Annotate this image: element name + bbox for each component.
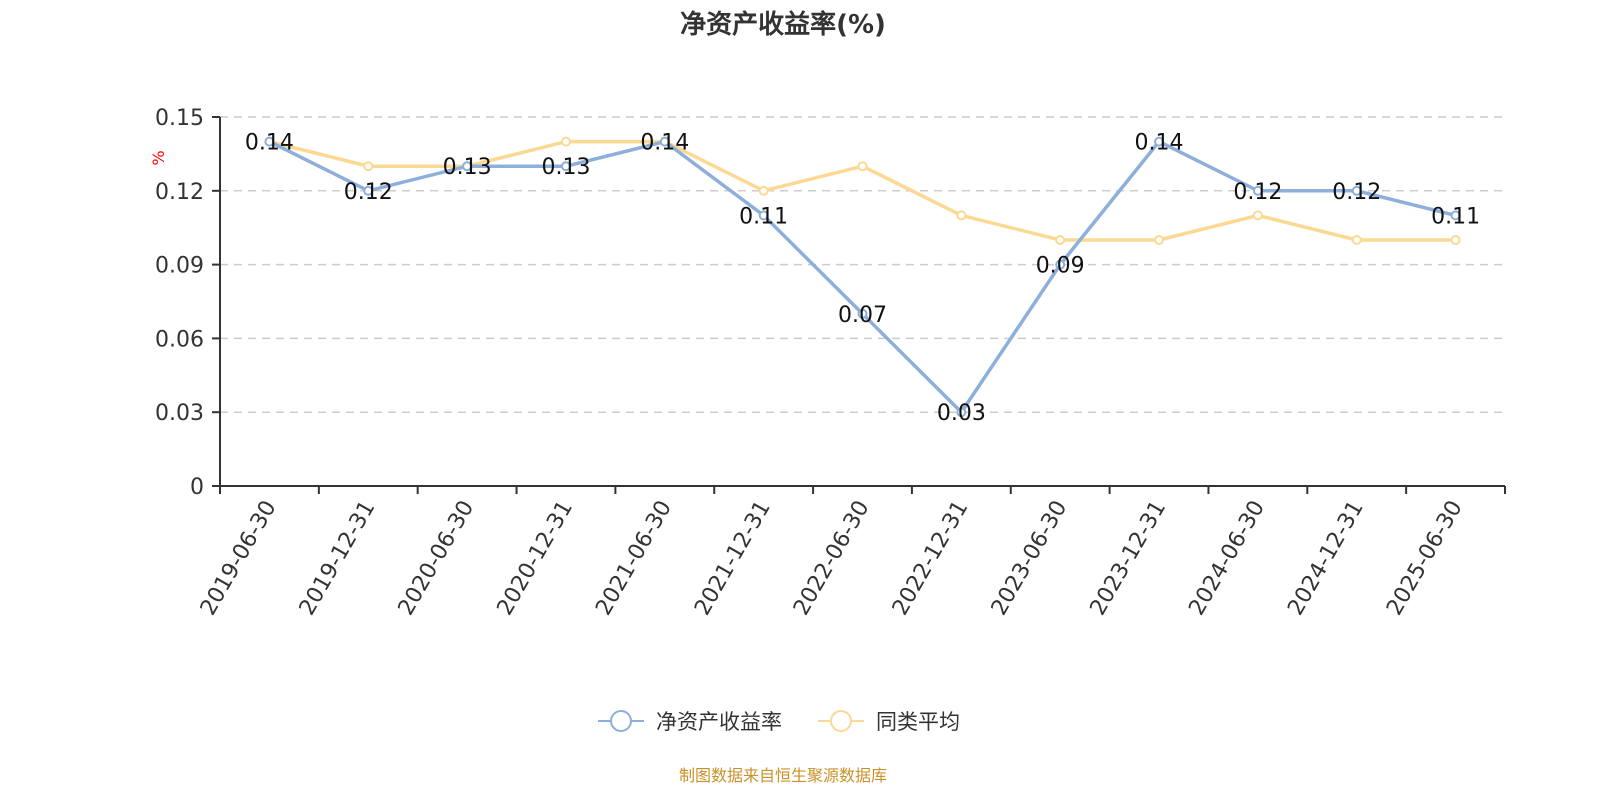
data-label: 0.07	[838, 303, 887, 328]
data-label: 0.11	[1431, 204, 1480, 229]
data-point	[1154, 136, 1165, 147]
data-label: 0.12	[344, 180, 393, 205]
data-label: 0.14	[640, 131, 689, 156]
source-footer: 制图数据来自恒生聚源数据库	[678, 766, 887, 785]
data-point	[857, 308, 868, 319]
data-label: 0.14	[245, 131, 294, 156]
x-tick-label: 2023-06-30	[987, 497, 1073, 620]
x-tick-label: 2021-06-30	[591, 497, 677, 620]
x-tick-label: 2025-06-30	[1382, 497, 1468, 620]
y-tick-label: 0.15	[155, 106, 204, 131]
y-tick-label: 0.09	[155, 254, 204, 279]
data-point	[1351, 235, 1362, 245]
data-point	[462, 161, 473, 172]
data-label: 0.13	[443, 155, 492, 180]
data-point	[1154, 235, 1165, 245]
x-tick-label: 2019-12-31	[295, 497, 381, 620]
x-tick-label: 2023-12-31	[1086, 497, 1172, 620]
y-tick-label: 0.06	[155, 327, 204, 352]
x-tick-label: 2019-06-30	[196, 497, 282, 620]
data-label: 0.11	[739, 204, 788, 229]
data-point	[1252, 210, 1263, 221]
data-label: 0.09	[1036, 254, 1085, 279]
legend-label: 净资产收益率	[656, 710, 782, 734]
data-point	[1450, 235, 1461, 245]
legend-marker-icon	[610, 710, 632, 732]
x-tick-label: 2020-06-30	[394, 496, 480, 619]
data-point	[857, 161, 868, 172]
data-label: 0.13	[541, 155, 590, 180]
x-tick-label: 2022-06-30	[789, 497, 875, 620]
data-point	[758, 185, 769, 196]
legend-marker-icon	[830, 710, 852, 732]
data-label: 0.12	[1332, 180, 1381, 205]
data-point	[1055, 235, 1066, 245]
data-point	[1351, 185, 1362, 196]
data-point	[363, 185, 374, 196]
data-point	[758, 210, 769, 221]
data-point	[264, 136, 275, 147]
legend-label: 同类平均	[876, 710, 960, 734]
x-tick-label: 2020-12-31	[493, 497, 579, 620]
data-label: 0.03	[937, 401, 986, 426]
y-tick-label: 0.12	[155, 180, 204, 205]
data-point	[956, 210, 967, 221]
x-tick-label: 2024-06-30	[1184, 497, 1270, 620]
data-point	[363, 161, 374, 172]
y-axis-label: %	[149, 150, 168, 165]
chart-title: 净资产收益率(%)	[680, 10, 886, 40]
data-point	[560, 161, 571, 172]
data-point	[659, 136, 670, 147]
y-tick-label: 0	[190, 475, 204, 500]
data-label: 0.12	[1233, 180, 1282, 205]
y-tick-label: 0.03	[155, 401, 204, 426]
x-tick-label: 2021-12-31	[690, 497, 776, 620]
data-point	[1252, 185, 1263, 196]
x-tick-label: 2024-12-31	[1283, 497, 1369, 620]
data-point	[1055, 259, 1066, 270]
x-tick-label: 2022-12-31	[888, 497, 974, 620]
data-point	[560, 136, 571, 147]
data-point	[956, 407, 967, 418]
data-label: 0.14	[1135, 131, 1184, 156]
data-point	[1450, 210, 1461, 221]
